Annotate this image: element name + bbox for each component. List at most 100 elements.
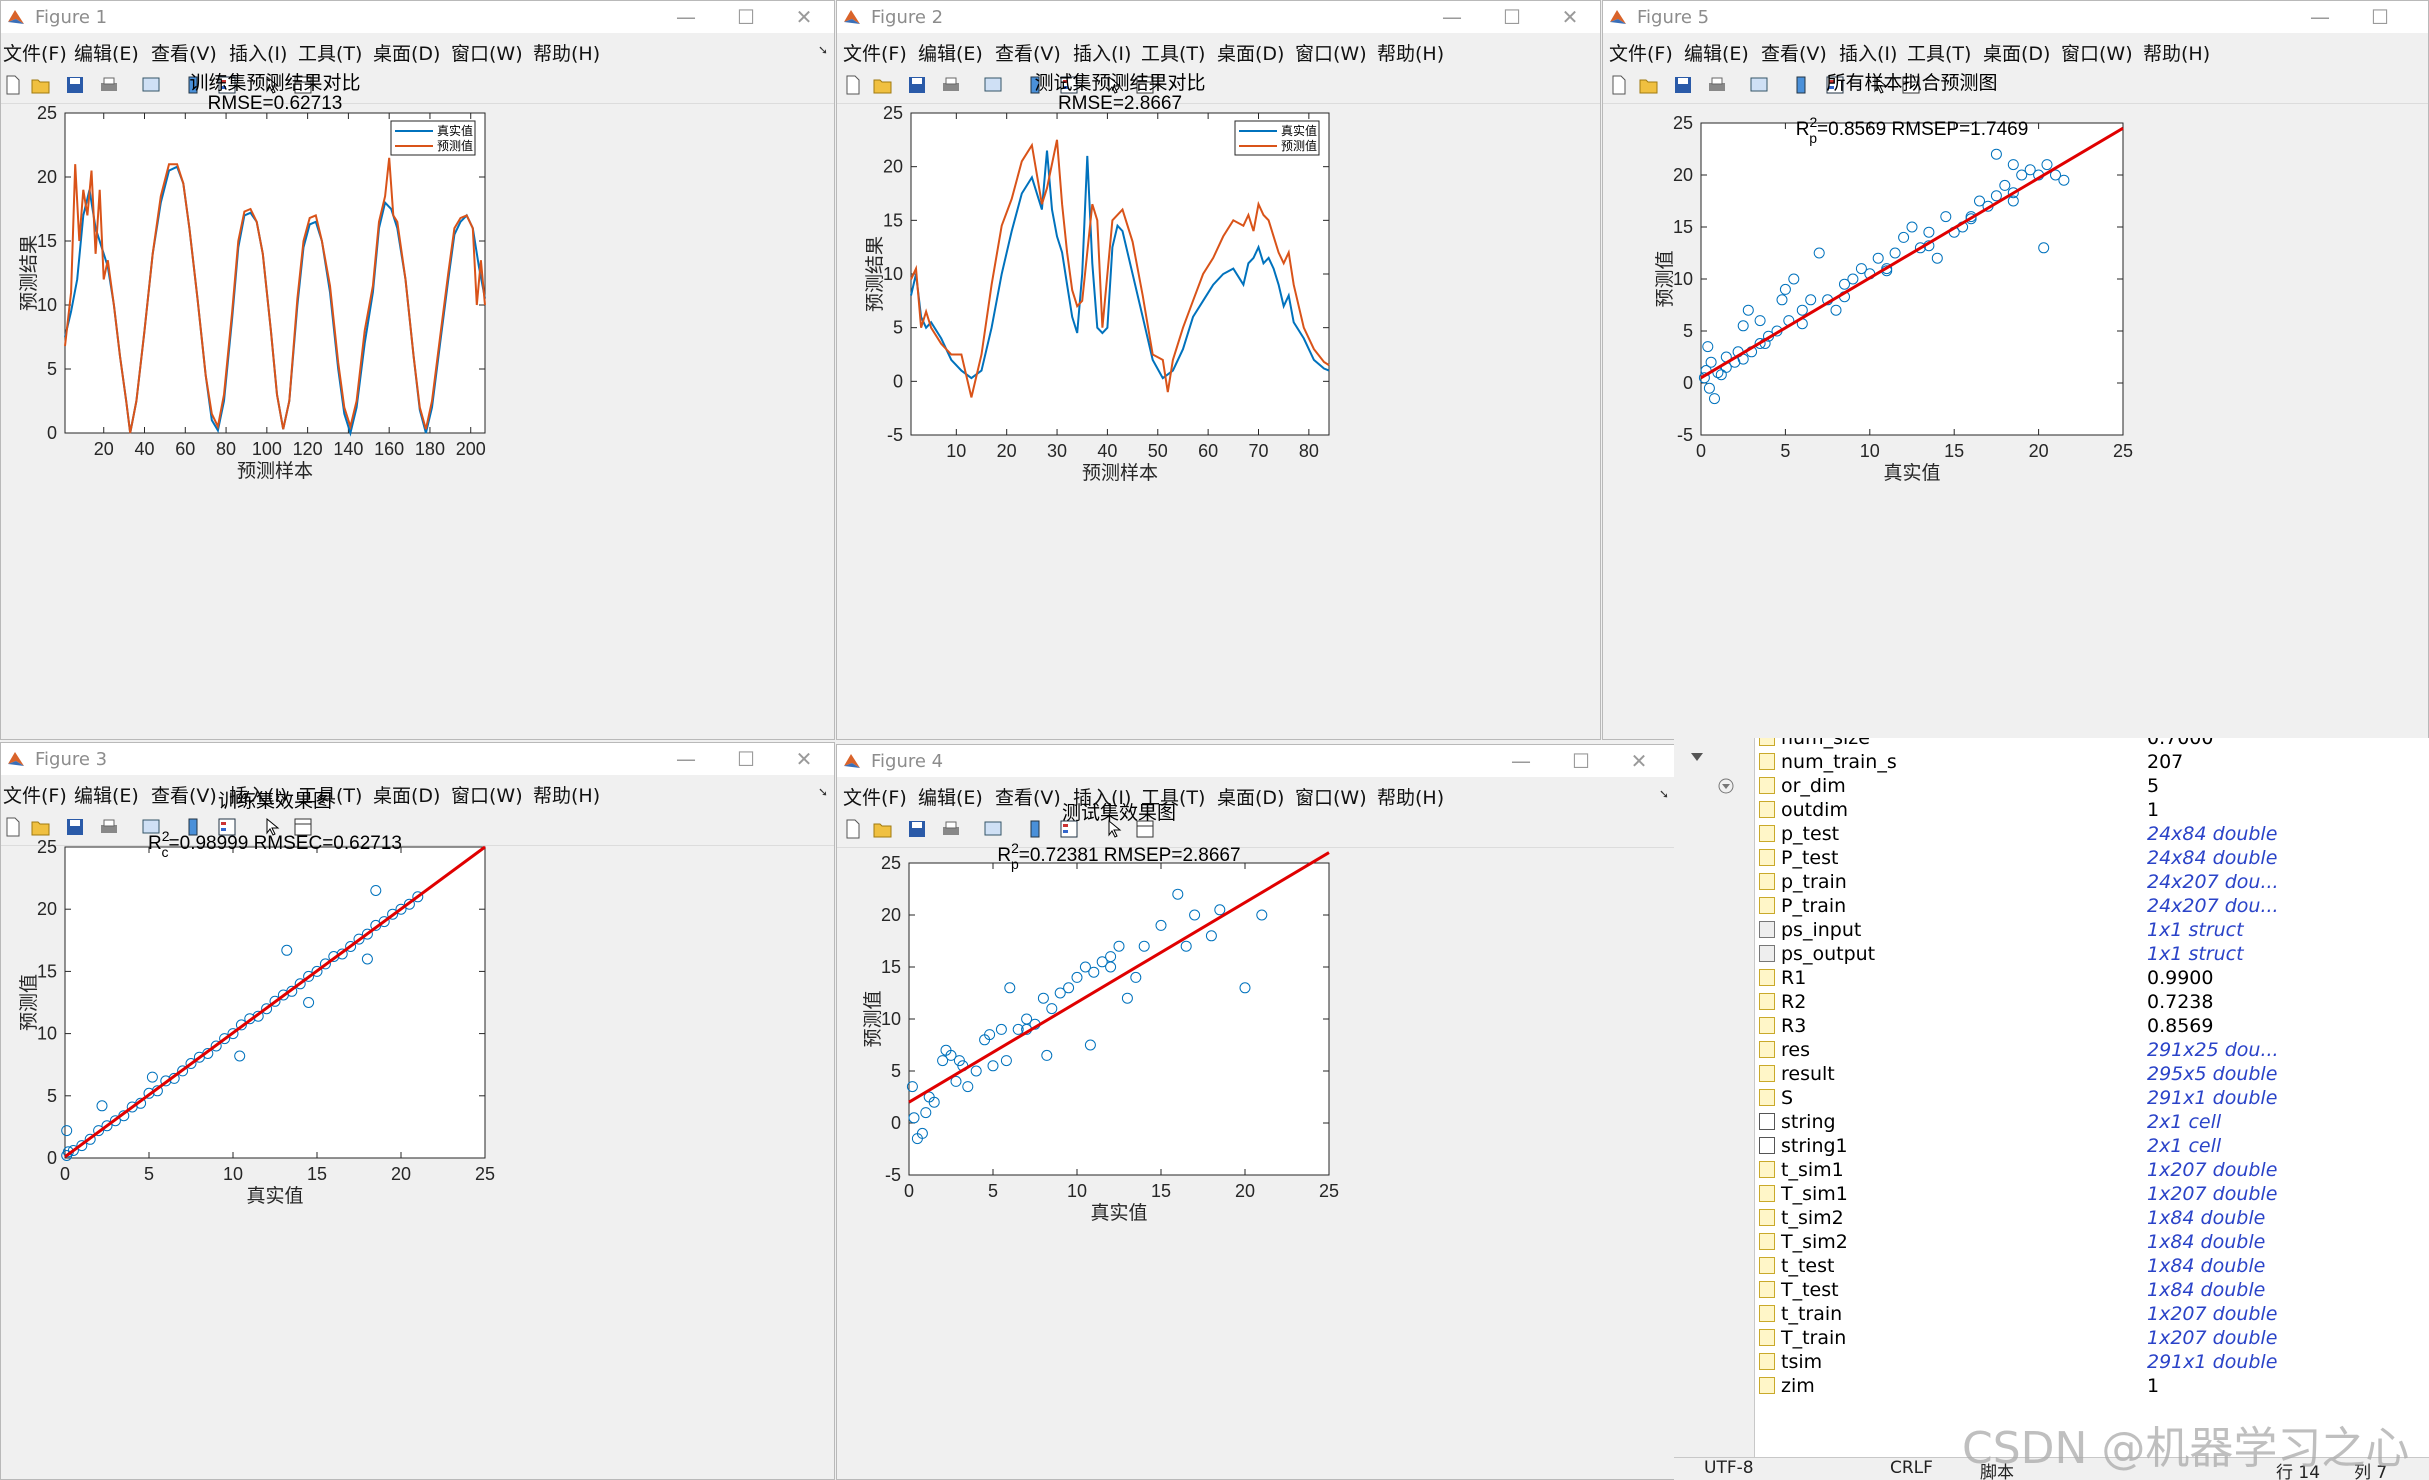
workspace-row[interactable]: T_sim1 1x207 double (1755, 1182, 2415, 1206)
close-icon[interactable]: ✕ (1561, 5, 1579, 29)
close-icon[interactable]: ✕ (795, 5, 813, 29)
title-bar[interactable]: Figure 4 — ☐ ✕ (837, 745, 1675, 777)
menu-help[interactable]: 帮助(H) (533, 43, 601, 65)
print-icon[interactable] (941, 819, 961, 839)
figure-3-window[interactable]: Figure 3 — ☐ ✕ 文件(F) 编辑(E) 查看(V) 插入(I) 工… (0, 742, 835, 1480)
menu-file[interactable]: 文件(F) (1609, 43, 1673, 65)
menu-tools[interactable]: 工具(T) (298, 43, 363, 65)
menu-insert[interactable]: 插入(I) (1073, 787, 1132, 809)
minimize-icon[interactable]: — (2310, 5, 2330, 29)
title-bar[interactable]: Figure 2 — ☐ ✕ (837, 1, 1600, 33)
workspace-row[interactable]: t_sim1 1x207 double (1755, 1158, 2415, 1182)
figure-5-window[interactable]: Figure 5 — ☐ 文件(F) 编辑(E) 查看(V) 插入(I) 工具(… (1602, 0, 2429, 740)
maximize-icon[interactable]: ☐ (737, 5, 755, 29)
title-bar[interactable]: Figure 1 — ☐ ✕ (1, 1, 834, 33)
maximize-icon[interactable]: ☐ (2371, 5, 2389, 29)
menu-desktop[interactable]: 桌面(D) (1217, 43, 1285, 65)
menu-desktop[interactable]: 桌面(D) (1983, 43, 2051, 65)
menu-window[interactable]: 窗口(W) (1295, 43, 1367, 65)
menu-edit[interactable]: 编辑(E) (74, 43, 139, 65)
workspace-row[interactable]: R1 0.9900 (1755, 966, 2415, 990)
workspace-row[interactable]: zim 1 (1755, 1374, 2415, 1398)
menu-help[interactable]: 帮助(H) (1377, 787, 1445, 809)
maximize-icon[interactable]: ☐ (737, 747, 755, 771)
workspace-row[interactable]: P_test 24x84 double (1755, 846, 2415, 870)
workspace-row[interactable]: string1 2x1 cell (1755, 1134, 2415, 1158)
menu-view[interactable]: 查看(V) (995, 787, 1061, 809)
figure-canvas[interactable]: 0 5 10 15 20 25 -5 0 5 10 15 20 25 测试集效果图 R2 p=0.72381 … (837, 802, 1675, 1479)
save-icon[interactable] (65, 817, 85, 837)
workspace-row[interactable]: num_train_s 207 (1755, 750, 2415, 774)
workspace-row[interactable]: R3 0.8569 (1755, 1014, 2415, 1038)
workspace-row[interactable]: num_size 0.7000 (1755, 738, 2415, 750)
property-editor-icon[interactable] (1135, 75, 1155, 95)
close-icon[interactable]: ✕ (795, 747, 813, 771)
title-bar[interactable]: Figure 3 — ☐ ✕ (1, 743, 834, 775)
menu-overflow-icon[interactable]: ➘ (1658, 787, 1669, 801)
workspace-row[interactable]: res 291x25 dou... (1755, 1038, 2415, 1062)
menu-insert[interactable]: 插入(I) (1839, 43, 1898, 65)
menu-tools[interactable]: 工具(T) (1141, 787, 1206, 809)
figure-1-window[interactable]: Figure 1 — ☐ ✕ 文件(F) 编辑(E) 查看(V) 插入(I) 工… (0, 0, 835, 740)
figure-canvas[interactable]: 10 20 30 40 50 60 70 80 -5 0 5 10 15 20 25 测试集预测结果对比 RMS… (837, 72, 1600, 739)
workspace-row[interactable]: p_train 24x207 dou... (1755, 870, 2415, 894)
workspace-row[interactable]: P_train 24x207 dou... (1755, 894, 2415, 918)
menu-view[interactable]: 查看(V) (1761, 43, 1827, 65)
new-file-icon[interactable] (3, 817, 23, 837)
menu-insert[interactable]: 插入(I) (229, 785, 288, 807)
menu-desktop[interactable]: 桌面(D) (1217, 787, 1285, 809)
menu-view[interactable]: 查看(V) (151, 43, 217, 65)
link-figure-icon[interactable] (141, 75, 161, 95)
workspace-row[interactable]: string 2x1 cell (1755, 1110, 2415, 1134)
menu-file[interactable]: 文件(F) (3, 785, 67, 807)
property-editor-icon[interactable] (1135, 819, 1155, 839)
workspace-options-icon[interactable] (1718, 778, 1734, 794)
menu-tools[interactable]: 工具(T) (298, 785, 363, 807)
maximize-icon[interactable]: ☐ (1503, 5, 1521, 29)
open-folder-icon[interactable] (873, 75, 893, 95)
workspace-row[interactable]: T_train 1x207 double (1755, 1326, 2415, 1350)
menu-view[interactable]: 查看(V) (151, 785, 217, 807)
figure-4-window[interactable]: Figure 4 — ☐ ✕ 文件(F) 编辑(E) 查看(V) 插入(I) 工… (836, 744, 1676, 1480)
workspace-row[interactable]: p_test 24x84 double (1755, 822, 2415, 846)
new-file-icon[interactable] (3, 75, 23, 95)
menu-help[interactable]: 帮助(H) (1377, 43, 1445, 65)
menu-window[interactable]: 窗口(W) (451, 785, 523, 807)
save-icon[interactable] (1673, 75, 1693, 95)
workspace-row[interactable]: T_sim2 1x84 double (1755, 1230, 2415, 1254)
workspace-row[interactable]: tsim 291x1 double (1755, 1350, 2415, 1374)
property-editor-icon[interactable] (293, 817, 313, 837)
print-icon[interactable] (941, 75, 961, 95)
minimize-icon[interactable]: — (676, 747, 696, 771)
menu-edit[interactable]: 编辑(E) (74, 785, 139, 807)
menu-file[interactable]: 文件(F) (3, 43, 67, 65)
figure-canvas[interactable]: 20 40 60 80 100 120 140 160 180 200 0 5 10 15 20 25 训练集预… (1, 72, 834, 739)
menu-edit[interactable]: 编辑(E) (918, 43, 983, 65)
colorbar-icon[interactable] (1025, 819, 1045, 839)
workspace-row[interactable]: t_test 1x84 double (1755, 1254, 2415, 1278)
menu-edit[interactable]: 编辑(E) (1684, 43, 1749, 65)
workspace-row[interactable]: R2 0.7238 (1755, 990, 2415, 1014)
title-bar[interactable]: Figure 5 — ☐ (1603, 1, 2428, 33)
menu-insert[interactable]: 插入(I) (1073, 43, 1132, 65)
link-figure-icon[interactable] (983, 75, 1003, 95)
menu-help[interactable]: 帮助(H) (2143, 43, 2211, 65)
print-icon[interactable] (99, 75, 119, 95)
new-file-icon[interactable] (843, 75, 863, 95)
figure-2-window[interactable]: Figure 2 — ☐ ✕ 文件(F) 编辑(E) 查看(V) 插入(I) 工… (836, 0, 1601, 740)
figure-canvas[interactable]: 0 5 10 15 20 25 0 5 10 15 20 25 训练集效果图 R2 c=0.98999 RM… (1, 790, 834, 1479)
colorbar-icon[interactable] (1025, 75, 1045, 95)
menu-overflow-icon[interactable]: ➘ (817, 785, 828, 799)
menu-tools[interactable]: 工具(T) (1907, 43, 1972, 65)
open-folder-icon[interactable] (873, 819, 893, 839)
print-icon[interactable] (1707, 75, 1727, 95)
menu-file[interactable]: 文件(F) (843, 43, 907, 65)
menu-desktop[interactable]: 桌面(D) (373, 43, 441, 65)
menu-tools[interactable]: 工具(T) (1141, 43, 1206, 65)
pointer-icon[interactable] (263, 817, 283, 837)
menu-window[interactable]: 窗口(W) (2061, 43, 2133, 65)
legend-icon[interactable] (217, 75, 237, 95)
close-icon[interactable]: ✕ (1630, 749, 1648, 773)
menu-file[interactable]: 文件(F) (843, 787, 907, 809)
pointer-icon[interactable] (1871, 75, 1891, 95)
